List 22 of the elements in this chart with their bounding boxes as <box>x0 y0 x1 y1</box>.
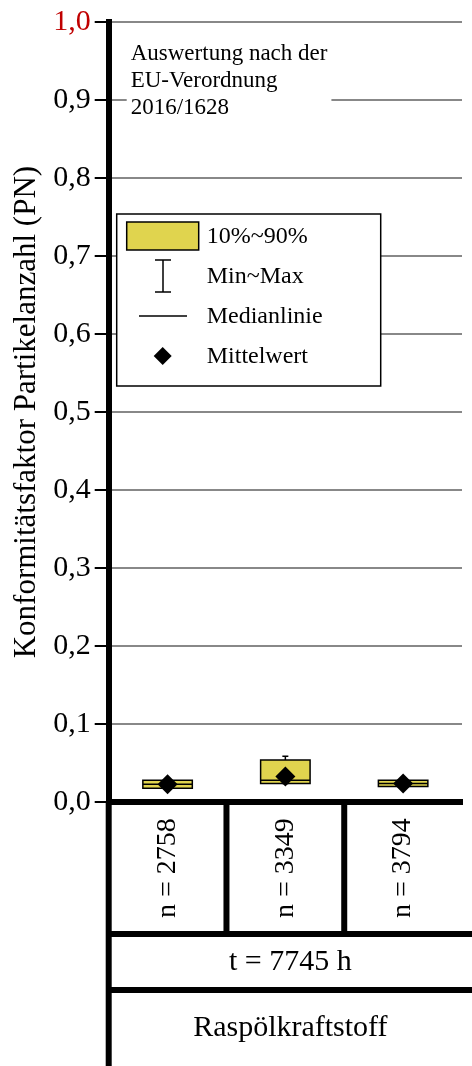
y-tick-label: 0,2 <box>53 627 91 661</box>
y-tick-label: 0,5 <box>53 392 91 426</box>
x-tick-label: n = 3349 <box>267 818 299 919</box>
y-tick-label: 0,8 <box>53 158 91 192</box>
text: t = 7745 h <box>228 942 352 976</box>
annotation: Auswertung nach der EU-Verordnung 2016/1628 <box>130 39 328 119</box>
annotation: Min~Max <box>206 262 304 289</box>
text: Raspölkraftstoff <box>193 1009 388 1043</box>
y-axis-title: Konformitätsfaktor Partikelanzahl (PN) <box>6 165 42 659</box>
y-tick-label: 0,7 <box>53 236 91 270</box>
legend-label: 10%~90% <box>206 222 308 249</box>
y-tick-label: 0,3 <box>53 549 91 583</box>
y-tick-label: 0,0 <box>53 783 91 817</box>
y-tick-label: 0,4 <box>53 471 91 504</box>
legend-label: Mittelwert <box>206 342 309 369</box>
x-tick-label: n = 2758 <box>149 818 181 919</box>
y-tick-label: 1,0 <box>53 2 91 36</box>
y-tick-label: 0,1 <box>53 705 91 739</box>
y-tick-label: 0,6 <box>53 314 91 348</box>
y-tick-label: 0,9 <box>53 80 91 114</box>
annotation: Medianlinie <box>206 302 323 329</box>
x-tick-label: n = 3794 <box>385 818 417 919</box>
